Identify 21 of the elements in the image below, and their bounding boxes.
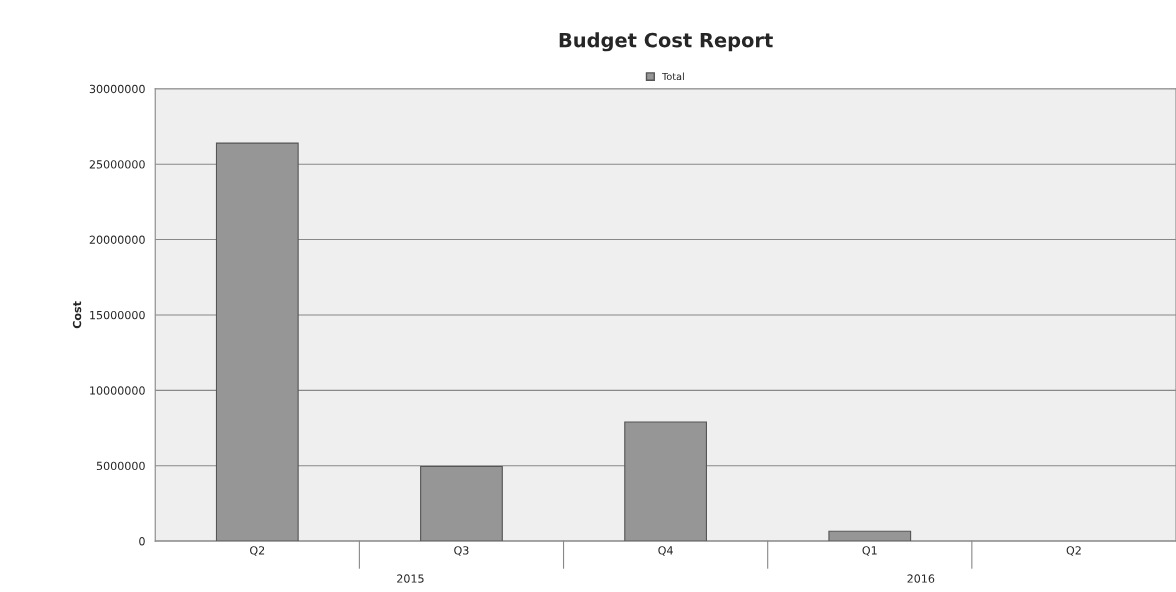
x-tick-label: Q3 (454, 546, 469, 556)
x-tick-label: Q2 (1066, 546, 1081, 556)
y-tick-label: 30000000 (89, 84, 145, 94)
y-tick-label: 15000000 (90, 310, 145, 320)
x-tick-label: Q4 (658, 546, 673, 556)
y-tick-label: 20000000 (89, 235, 145, 244)
bar (215, 142, 299, 542)
y-tick-label: 25000000 (89, 160, 145, 169)
chart-title: Budget Cost Report (559, 32, 773, 52)
y-tick-label: 10000000 (90, 386, 145, 395)
legend-label: Total (662, 72, 684, 81)
text: 2015 (397, 574, 424, 583)
x-tick-label: Q1 (862, 546, 877, 556)
bar (624, 421, 708, 542)
y-tick-label: 5000000 (96, 461, 145, 471)
bar (828, 530, 912, 542)
text: 2016 (907, 574, 935, 583)
bar (420, 465, 503, 542)
y-tick-label: 0 (139, 537, 145, 546)
y-axis-title: Cost (72, 301, 82, 329)
x-tick-label: Q2 (250, 546, 265, 556)
